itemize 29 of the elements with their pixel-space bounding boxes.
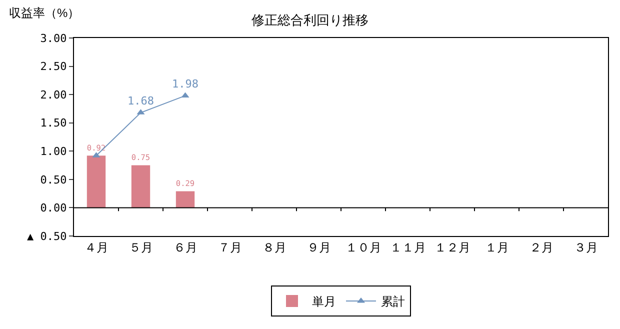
y-tick-label: 2.00 (40, 88, 67, 102)
data-label: 1.68 (128, 94, 154, 108)
x-tick-label: １２月 (434, 240, 470, 254)
x-tick-label: ３月 (574, 240, 598, 254)
y-tick-label: 0.00 (40, 202, 67, 215)
data-label: 1.98 (172, 78, 198, 91)
x-tick-label: ５月 (128, 240, 153, 254)
legend-label: 単月 (312, 294, 336, 309)
x-tick-label: ４月 (84, 240, 108, 254)
x-tick-label: １０月 (345, 240, 382, 254)
y-axis-title: 収益率（%） (9, 6, 80, 20)
bar (86, 156, 106, 208)
x-tick-label: ９月 (306, 240, 331, 254)
x-tick-label: １１月 (390, 240, 426, 254)
x-tick-label: ８月 (262, 240, 286, 254)
bar (131, 165, 150, 208)
y-tick-label: 2.50 (40, 60, 67, 74)
y-tick-label: 3.00 (40, 32, 67, 45)
y-tick-label: 1.50 (40, 116, 67, 130)
y-tick-label: ▲ 0.50 (27, 230, 67, 243)
x-tick-label: ６月 (173, 240, 198, 254)
x-tick-label: ７月 (218, 240, 242, 254)
bar (176, 191, 195, 208)
legend-label: 累計 (381, 294, 405, 309)
y-tick-label: 0.50 (40, 173, 67, 186)
x-tick-label: １月 (484, 240, 509, 254)
x-tick-label: ２月 (529, 240, 554, 254)
y-tick-label: 1.00 (40, 144, 67, 158)
chart-title: 修正総合利回り推移 (252, 12, 368, 28)
